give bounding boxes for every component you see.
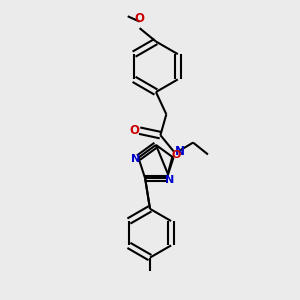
Text: O: O [171,150,181,160]
Text: N: N [131,154,141,164]
Text: O: O [135,12,145,25]
Text: O: O [129,124,139,137]
Text: N: N [164,175,174,185]
Text: N: N [175,145,185,158]
